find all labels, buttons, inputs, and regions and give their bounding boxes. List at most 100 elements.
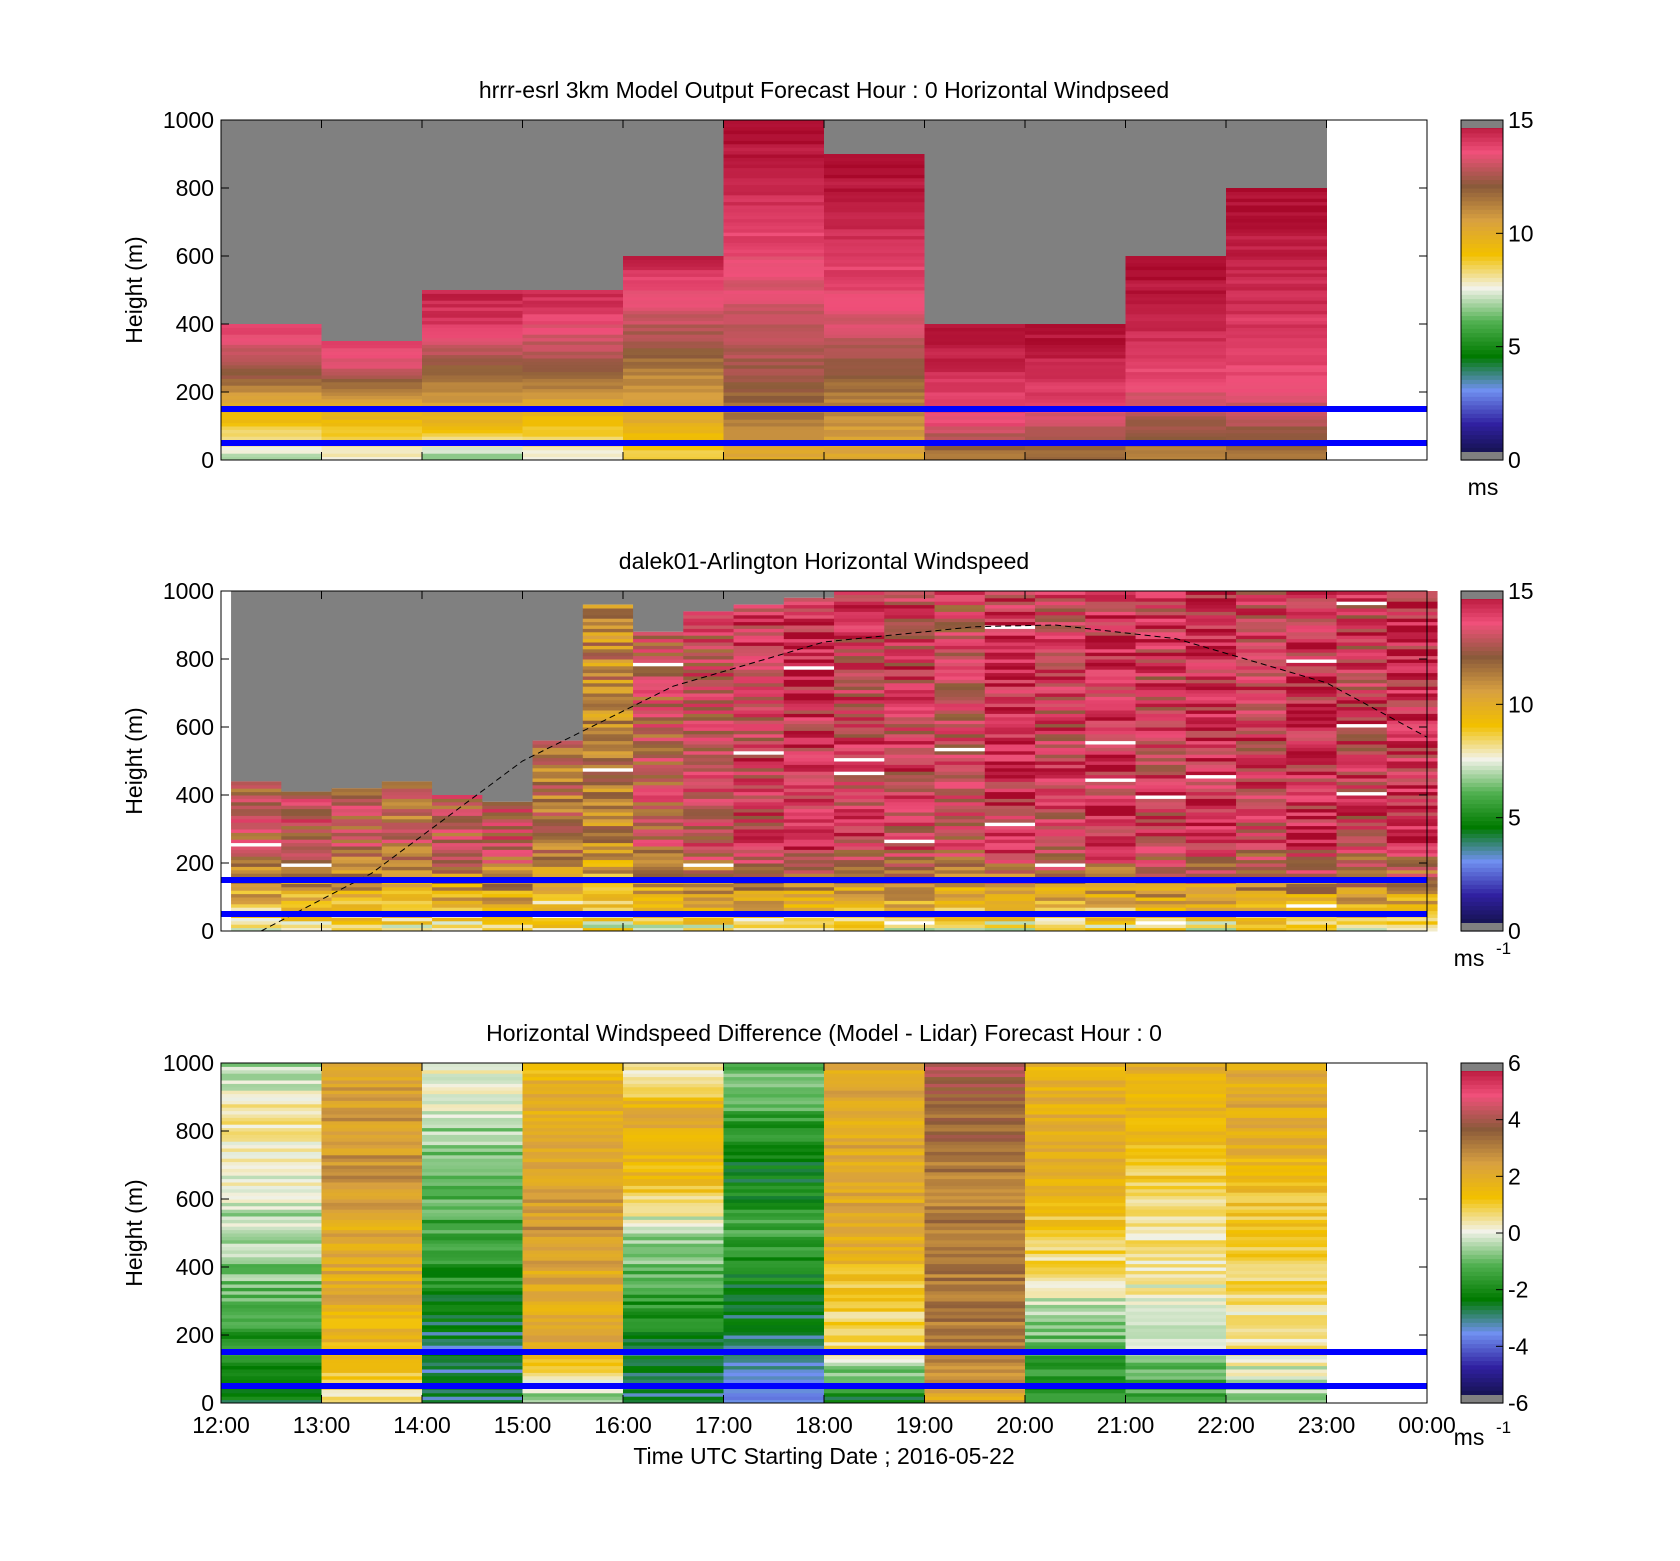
heatmap-cell	[733, 798, 785, 803]
heatmap-cell	[532, 778, 584, 782]
heatmap-cell	[522, 1195, 624, 1200]
heatmap-cell	[1336, 710, 1388, 714]
heatmap-cell	[1125, 375, 1227, 379]
heatmap-cell	[884, 761, 936, 765]
heatmap-cell	[834, 628, 885, 633]
heatmap-cell	[321, 1250, 423, 1254]
heatmap-cell	[623, 1185, 724, 1190]
heatmap-cell	[824, 1389, 925, 1394]
colorbar-segment	[1461, 311, 1503, 317]
heatmap-cell	[1236, 710, 1287, 714]
heatmap-cell	[1185, 716, 1237, 721]
heatmap-cell	[824, 412, 925, 417]
heatmap-cell	[824, 415, 925, 420]
empty-cell	[984, 822, 1036, 827]
heatmap-cell	[924, 1273, 1026, 1278]
heatmap-cell	[1286, 849, 1338, 854]
colorbar-segment	[1461, 149, 1503, 155]
heatmap-cell	[1336, 652, 1388, 657]
heatmap-cell	[1286, 917, 1338, 922]
heatmap-cell	[221, 1216, 322, 1220]
heatmap-cell	[884, 886, 936, 891]
heatmap-cell	[221, 1192, 322, 1197]
heatmap-cell	[1336, 628, 1388, 633]
heatmap-cell	[723, 368, 825, 373]
heatmap-cell	[1226, 432, 1327, 437]
heatmap-cell	[633, 869, 684, 874]
heatmap-cell	[321, 1328, 423, 1333]
heatmap-cell	[1236, 781, 1287, 786]
heatmap-cell	[924, 1165, 1026, 1169]
heatmap-cell	[1025, 1066, 1126, 1071]
heatmap-cell	[1085, 791, 1137, 796]
heatmap-cell	[1085, 812, 1137, 816]
heatmap-cell	[1336, 917, 1388, 922]
heatmap-cell	[633, 716, 684, 721]
heatmap-cell	[221, 456, 322, 461]
heatmap-cell	[723, 1290, 825, 1295]
heatmap-cell	[221, 1375, 322, 1380]
heatmap-cell	[623, 1086, 724, 1091]
heatmap-cell	[924, 419, 1026, 424]
heatmap-cell	[733, 747, 785, 752]
heatmap-cell	[683, 852, 735, 857]
heatmap-cell	[1185, 638, 1237, 643]
heatmap-cell	[1025, 1182, 1126, 1186]
heatmap-cell	[783, 631, 835, 636]
heatmap-cell	[924, 1171, 1026, 1176]
heatmap-cell	[1226, 269, 1327, 274]
heatmap-cell	[221, 1389, 322, 1394]
x-tick-label: 20:00	[996, 1412, 1054, 1438]
heatmap-cell	[924, 429, 1026, 434]
heatmap-cell	[1226, 245, 1327, 250]
heatmap-cell	[984, 747, 1036, 752]
heatmap-cell	[723, 1182, 825, 1186]
heatmap-cell	[1226, 344, 1327, 349]
colorbar-tick-label: 5	[1508, 334, 1521, 360]
heatmap-cell	[623, 1195, 724, 1200]
heatmap-cell	[422, 1290, 523, 1295]
heatmap-cell	[1025, 1260, 1126, 1265]
heatmap-cell	[1226, 1399, 1327, 1404]
heatmap-cell	[1236, 757, 1287, 762]
heatmap-cell	[522, 1229, 624, 1234]
heatmap-cell	[824, 1158, 925, 1163]
heatmap-cell	[924, 1124, 1026, 1129]
heatmap-cell	[532, 784, 584, 789]
colorbar-segment	[1461, 748, 1503, 754]
heatmap-cell	[1125, 341, 1227, 345]
heatmap-cell	[733, 693, 785, 697]
heatmap-cell	[582, 832, 634, 837]
heatmap-cell	[221, 422, 322, 427]
heatmap-cell	[1236, 835, 1287, 840]
heatmap-cell	[221, 1304, 322, 1309]
heatmap-cell	[924, 1199, 1026, 1203]
heatmap-cell	[1025, 1273, 1126, 1278]
heatmap-cell	[924, 1311, 1026, 1316]
missing-cell	[221, 120, 322, 324]
heatmap-cell	[824, 177, 925, 182]
heatmap-cell	[984, 642, 1036, 646]
heatmap-cell	[522, 1243, 624, 1248]
heatmap-cell	[1035, 597, 1086, 602]
heatmap-cell	[532, 829, 584, 833]
heatmap-cell	[1035, 703, 1086, 708]
heatmap-cell	[221, 1243, 322, 1248]
heatmap-cell	[1125, 361, 1227, 366]
heatmap-cell	[221, 1365, 322, 1370]
heatmap-cell	[1035, 852, 1086, 857]
heatmap-cell	[422, 1284, 523, 1288]
heatmap-cell	[884, 791, 936, 796]
heatmap-cell	[231, 917, 282, 922]
heatmap-cell	[733, 727, 785, 731]
heatmap-cell	[522, 337, 624, 342]
heatmap-cell	[934, 886, 986, 891]
heatmap-cell	[221, 1158, 322, 1163]
heatmap-cell	[884, 784, 936, 789]
heatmap-cell	[1226, 1158, 1327, 1163]
heatmap-cell	[1185, 818, 1237, 823]
heatmap-cell	[1286, 767, 1338, 772]
heatmap-cell	[723, 279, 825, 284]
heatmap-cell	[824, 1192, 925, 1197]
heatmap-cell	[984, 784, 1036, 789]
